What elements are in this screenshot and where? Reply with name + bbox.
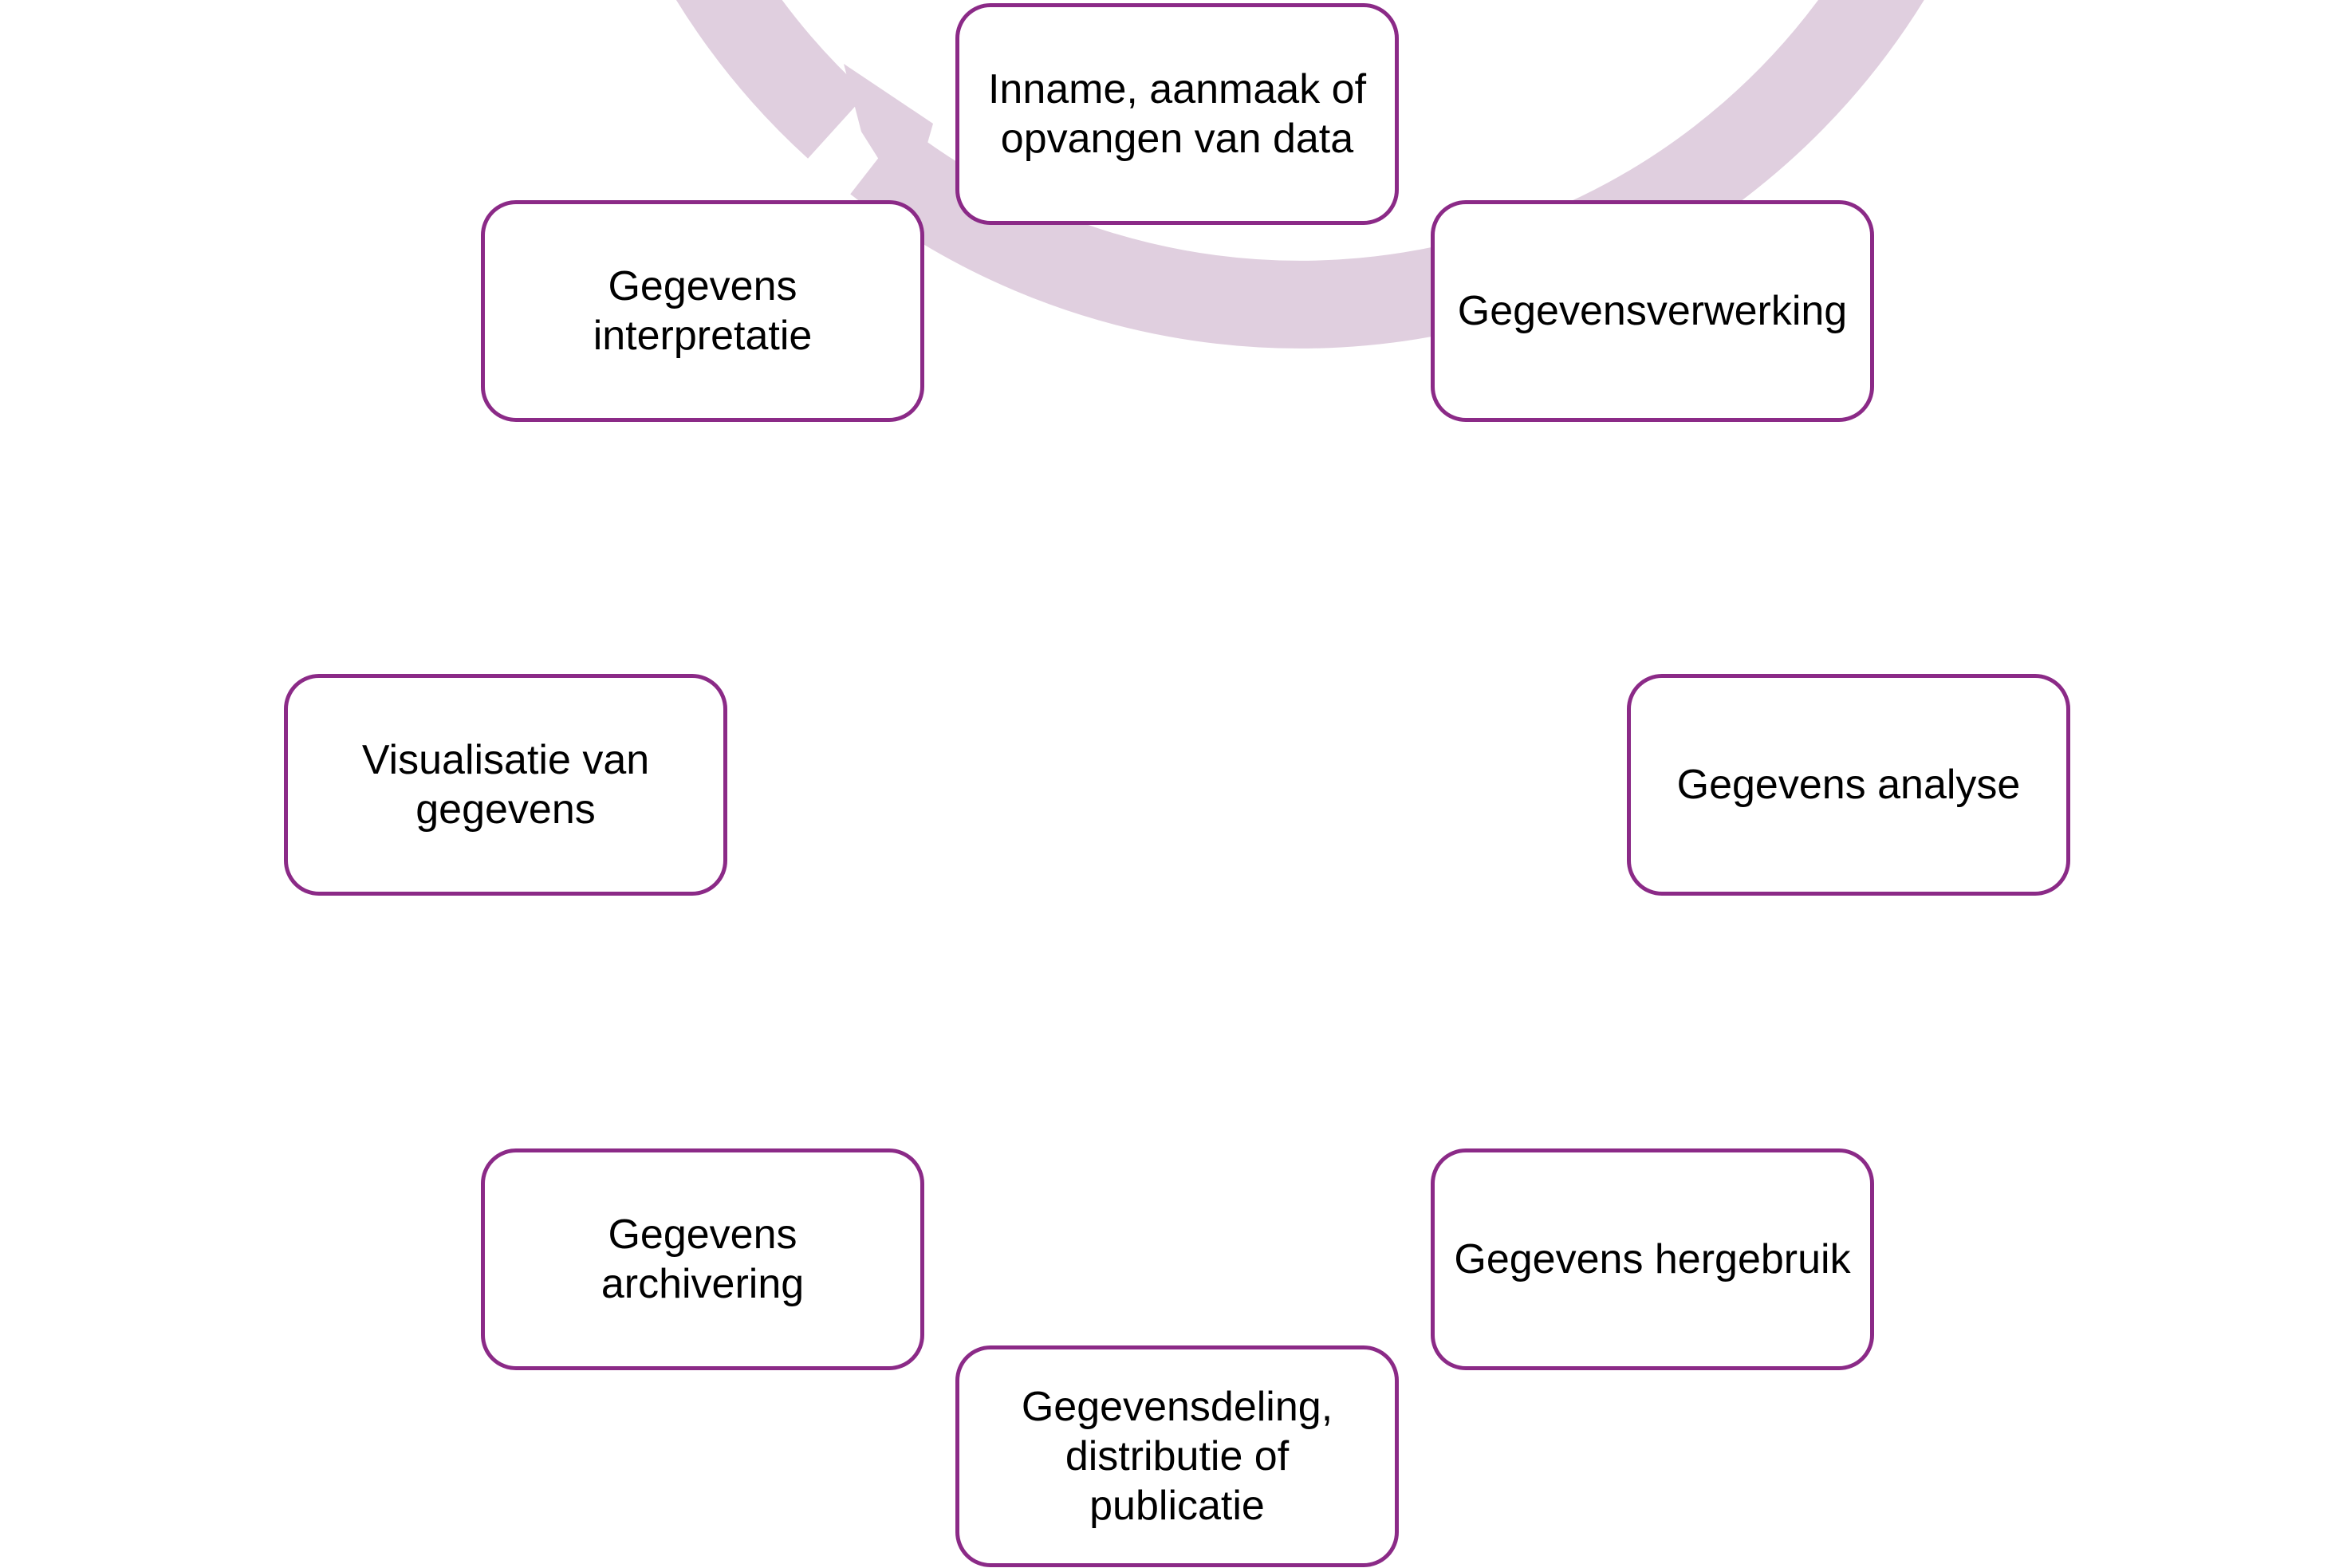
step-data-reuse: Gegevens hergebruik bbox=[1431, 1148, 1874, 1370]
step-label: Visualisatie van gegevens bbox=[361, 737, 650, 833]
step-data-visualisation: Visualisatie van gegevens bbox=[284, 674, 727, 896]
step-label: Gegevens hergebruik bbox=[1454, 1236, 1851, 1282]
step-label: Gegevens analyse bbox=[1676, 762, 2021, 808]
step-data-processing: Gegevensverwerking bbox=[1431, 200, 1874, 422]
step-data-archiving: Gegevens archivering bbox=[481, 1148, 924, 1370]
step-label: Gegevens interpretatie bbox=[593, 263, 813, 359]
step-label: Gegevens archivering bbox=[601, 1211, 805, 1307]
step-label: Gegevensverwerking bbox=[1457, 288, 1848, 334]
step-data-interpretation: Gegevens interpretatie bbox=[481, 200, 924, 422]
step-data-sharing: Gegevensdeling, distributie of publicati… bbox=[955, 1345, 1399, 1567]
step-label: Inname, aanmaak of opvangen van data bbox=[987, 66, 1367, 162]
step-data-analysis: Gegevens analyse bbox=[1627, 674, 2070, 896]
cycle-arrowhead bbox=[844, 64, 933, 207]
step-label: Gegevensdeling, distributie of publicati… bbox=[1021, 1384, 1333, 1529]
step-data-intake: Inname, aanmaak of opvangen van data bbox=[955, 3, 1399, 225]
